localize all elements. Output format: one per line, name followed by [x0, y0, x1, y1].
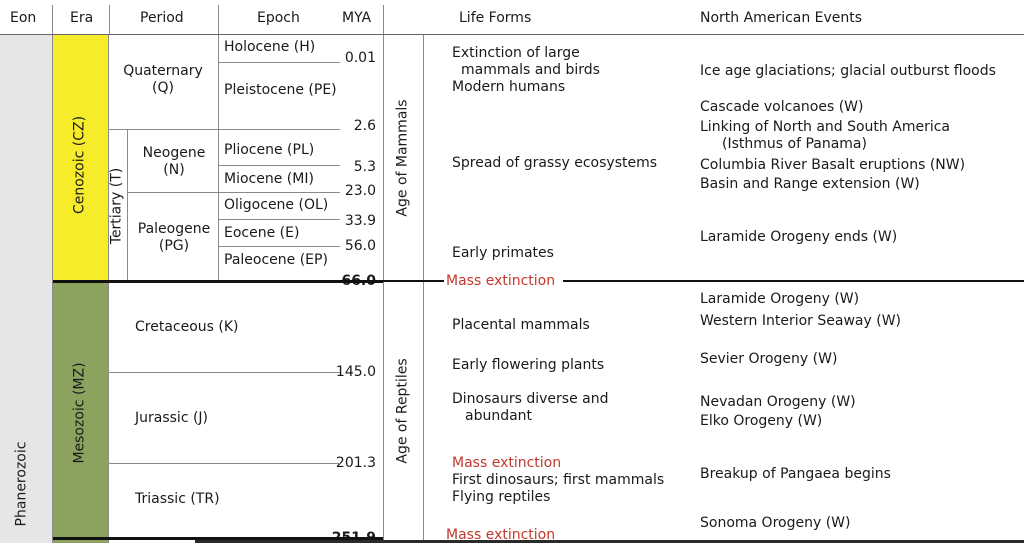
mya-pliocene-end: 5.3 — [353, 159, 376, 175]
life-mass-extinction-tr: Mass extinction — [452, 455, 562, 471]
header-divider — [218, 5, 219, 35]
period-label-tertiary: Tertiary (T) — [108, 167, 125, 245]
life-flowering: Early flowering plants — [452, 357, 605, 373]
mesozoic-band — [53, 283, 108, 543]
na-elko: Elko Orogeny (W) — [700, 413, 823, 429]
na-ice-age: Ice age glaciations; glacial outburst fl… — [700, 63, 996, 79]
header-divider — [52, 5, 53, 35]
era-label-cenozoic: Cenozoic (CZ) — [71, 115, 88, 215]
column-rule — [383, 35, 384, 543]
period-rule — [108, 463, 340, 464]
mya-holocene-end: 0.01 — [344, 50, 376, 66]
age-mammals: Age of Mammals — [394, 99, 411, 217]
header-na-events: North American Events — [700, 10, 863, 26]
epoch-rule — [218, 246, 340, 247]
epoch-rule — [218, 219, 340, 220]
life-early-primates: Early primates — [452, 245, 554, 261]
life-placental: Placental mammals — [452, 317, 590, 333]
na-cascade: Cascade volcanoes (W) — [700, 99, 864, 115]
column-rule — [52, 35, 53, 543]
age-reptiles: Age of Reptiles — [394, 358, 411, 464]
cenozoic-band — [53, 35, 108, 281]
epoch-paleocene: Paleocene (EP) — [224, 252, 328, 268]
header-eon: Eon — [10, 10, 37, 26]
header-row — [0, 0, 1024, 35]
mya-jurassic-start: 201.3 — [335, 455, 376, 471]
epoch-eocene: Eocene (E) — [224, 225, 300, 241]
na-pangaea: Breakup of Pangaea begins — [700, 466, 891, 482]
life-grassy: Spread of grassy ecosystems — [452, 155, 658, 171]
epoch-rule — [218, 62, 340, 63]
life-mass-extinction-kpg: Mass extinction — [446, 273, 556, 289]
mya-oligocene-end: 33.9 — [344, 213, 376, 229]
mya-miocene-end: 23.0 — [344, 183, 376, 199]
era-label-mesozoic: Mesozoic (MZ) — [71, 362, 88, 464]
header-life-forms: Life Forms — [459, 10, 532, 26]
life-dinosaurs: Dinosaurs diverse and abundant — [452, 391, 609, 424]
epoch-pleistocene: Pleistocene (PE) — [224, 82, 337, 98]
bottom-strip — [195, 540, 1024, 543]
period-quaternary: Quaternary (Q) — [123, 63, 203, 96]
header-period: Period — [140, 10, 184, 26]
na-laramide: Laramide Orogeny (W) — [700, 291, 860, 307]
period-triassic: Triassic (TR) — [135, 491, 220, 507]
mya-pleistocene-end: 2.6 — [353, 118, 376, 134]
life-extinction-large: Extinction of large mammals and birds — [452, 45, 600, 78]
pt-boundary-line — [53, 537, 383, 540]
period-rule — [108, 129, 340, 130]
period-paleogene: Paleogene (PG) — [137, 221, 211, 254]
period-rule — [108, 372, 340, 373]
header-epoch: Epoch — [257, 10, 300, 26]
na-nevadan: Nevadan Orogeny (W) — [700, 394, 856, 410]
column-rule — [108, 35, 109, 543]
life-mass-extinction-pt: Mass extinction — [446, 527, 556, 543]
epoch-miocene: Miocene (MI) — [224, 171, 314, 187]
epoch-pliocene: Pliocene (PL) — [224, 142, 315, 158]
period-cretaceous: Cretaceous (K) — [135, 319, 239, 335]
life-first-dinos: First dinosaurs; first mammals — [452, 472, 665, 488]
eon-label: Phanerozoic — [13, 441, 30, 527]
eon-band — [0, 35, 52, 543]
column-rule — [423, 35, 424, 543]
mya-cretaceous-start: 145.0 — [335, 364, 376, 380]
epoch-holocene: Holocene (H) — [224, 39, 316, 55]
na-basin: Basin and Range extension (W) — [700, 176, 920, 192]
column-rule — [218, 35, 219, 281]
na-sevier: Sevier Orogeny (W) — [700, 351, 838, 367]
period-jurassic: Jurassic (J) — [135, 410, 209, 426]
period-rule — [127, 192, 340, 193]
mya-eocene-end: 56.0 — [344, 238, 376, 254]
kpg-boundary-line — [53, 280, 383, 283]
na-sonoma: Sonoma Orogeny (W) — [700, 515, 851, 531]
header-mya: MYA — [342, 10, 372, 26]
kpg-boundary-line — [563, 280, 1024, 282]
header-divider — [109, 5, 110, 35]
header-bottom-rule — [0, 34, 1024, 35]
life-modern-humans: Modern humans — [452, 79, 566, 95]
na-laramide-ends: Laramide Orogeny ends (W) — [700, 229, 898, 245]
life-flying: Flying reptiles — [452, 489, 551, 505]
tertiary-rule — [127, 130, 128, 281]
na-seaway: Western Interior Seaway (W) — [700, 313, 901, 329]
header-divider — [383, 5, 384, 35]
period-neogene: Neogene (N) — [142, 145, 206, 178]
epoch-oligocene: Oligocene (OL) — [224, 197, 329, 213]
na-linking: Linking of North and South America (Isth… — [700, 119, 950, 152]
na-columbia: Columbia River Basalt eruptions (NW) — [700, 157, 966, 173]
header-era: Era — [70, 10, 94, 26]
epoch-rule — [218, 165, 340, 166]
kpg-boundary-line — [383, 280, 444, 282]
